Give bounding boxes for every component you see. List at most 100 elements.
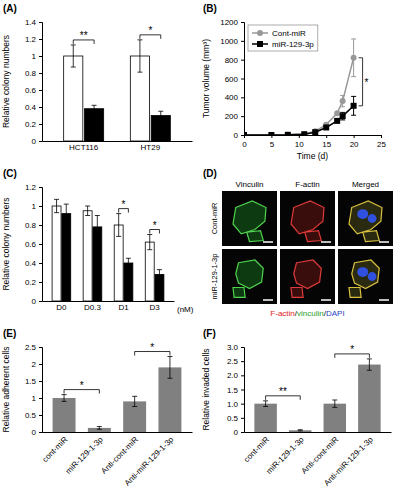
y-tick: 2.5: [227, 357, 244, 366]
cell-outline: [291, 201, 324, 242]
y-tick: 0: [234, 428, 244, 437]
figure: 00.20.40.60.811.21.4HCT116HT29Relative c…: [0, 0, 399, 500]
scale-bar: [321, 299, 331, 301]
legend-marker: [257, 30, 263, 36]
y-tick-mark: [39, 263, 42, 264]
y-tick-label: 1000: [220, 37, 238, 46]
legend-label: Cont-miR: [272, 29, 306, 38]
y-tick-label: 0.8: [25, 69, 37, 78]
bar: [358, 365, 380, 432]
point: [351, 55, 357, 61]
x-axis: 0510152025: [242, 135, 386, 149]
bar: [52, 206, 61, 301]
y-tick-mark: [39, 415, 42, 416]
y-tick-mark: [39, 22, 42, 23]
y-tick: 400: [225, 93, 244, 102]
point: [312, 129, 318, 135]
y-tick: 1.4: [25, 18, 42, 27]
y-tick: 1.5: [25, 377, 42, 386]
y-tick-label: 0.5: [227, 414, 239, 423]
y-axis: 00.51.01.52.02.53.0: [227, 343, 245, 437]
y-tick-label: 0: [32, 297, 37, 306]
y-tick: 1: [32, 52, 42, 61]
panel-label: (F): [203, 328, 216, 339]
y-tick: 0.4: [25, 103, 42, 112]
x-tick: Anti-miR-129-1-3p: [123, 435, 176, 488]
y-tick-mark: [241, 432, 244, 433]
y-tick-label: 0.6: [25, 240, 37, 249]
y-tick-mark: [241, 418, 244, 419]
x-tick: 15: [322, 135, 331, 149]
x-tick-mark: [326, 135, 327, 138]
y-tick-label: 1.2: [25, 183, 37, 192]
cell-outline: [233, 201, 266, 242]
panel-label: (B): [203, 3, 217, 14]
y-tick-label: 1.5: [25, 377, 37, 386]
y-tick-mark: [241, 375, 244, 376]
x-tick: 20: [350, 135, 359, 149]
y-tick-mark: [39, 73, 42, 74]
cell-outline: [291, 260, 321, 297]
y-tick-label: 3.0: [227, 343, 239, 352]
significance-label: *: [365, 77, 369, 88]
y-tick-mark: [241, 361, 244, 362]
caption-part: F-actin: [270, 309, 294, 318]
y-axis: 00.511.522.5: [25, 343, 43, 437]
x-tick-label: 0: [242, 140, 247, 149]
y-tick-mark: [39, 432, 42, 433]
y-tick: 0.6: [25, 86, 42, 95]
y-tick-label: 0.6: [25, 86, 37, 95]
y-tick-label: 600: [225, 75, 239, 84]
y-tick-label: 0.8: [25, 221, 37, 230]
micrograph: [338, 249, 393, 304]
plot-area: [64, 40, 171, 141]
y-tick-label: 0: [234, 131, 239, 140]
micrograph-background: [338, 249, 393, 304]
significance-label: **: [80, 30, 88, 41]
x-tick-mark: [299, 135, 300, 138]
point: [301, 131, 307, 135]
y-tick-mark: [241, 390, 244, 391]
micrograph-background: [280, 249, 335, 304]
y-tick: 1: [32, 202, 42, 211]
x-tick: D0: [56, 303, 67, 312]
y-tick: 600: [225, 75, 244, 84]
caption: F-actin/vinculin/DAPI: [270, 309, 344, 318]
y-tick: 0: [32, 297, 42, 306]
y-tick-label: 200: [225, 112, 239, 121]
y-tick-label: 1: [32, 202, 37, 211]
micrograph: [222, 249, 277, 304]
bar: [85, 109, 104, 141]
plot-area: [254, 359, 380, 432]
x-tick-label: D0.3: [84, 303, 101, 312]
micrograph-background: [338, 191, 393, 246]
micrograph: [222, 191, 277, 246]
nucleus: [357, 267, 368, 277]
series-line: [244, 58, 354, 135]
image-grid: VinculinF-actinMergedCont-miRmiR-129-1-3…: [210, 180, 393, 318]
x-tick: D3: [149, 303, 160, 312]
micrograph: [280, 249, 335, 304]
x-tick: 10: [295, 135, 304, 149]
x-axis-title: Time (d): [297, 151, 328, 161]
x-tick-label: 5: [270, 140, 275, 149]
x-tick-mark: [271, 135, 272, 138]
x-tick: Anti-miR-129-1-3p: [322, 435, 375, 488]
significance-label: *: [80, 380, 84, 391]
point: [323, 124, 329, 130]
y-tick-label: 2.5: [227, 357, 239, 366]
error-bar: [97, 427, 102, 430]
point: [334, 110, 340, 116]
significance-label: *: [350, 344, 354, 355]
bar: [324, 404, 346, 432]
column-title: Vinculin: [236, 180, 264, 189]
point: [268, 132, 274, 135]
point: [268, 132, 274, 135]
y-tick-mark: [39, 244, 42, 245]
y-tick-label: 1.5: [227, 386, 239, 395]
point: [340, 98, 346, 104]
error-bar: [157, 270, 162, 280]
x-tick: D0.3: [84, 303, 101, 312]
bar-chart: 00.20.40.60.811.21.4HCT116HT29Relative c…: [1, 18, 193, 152]
bar: [64, 56, 83, 141]
